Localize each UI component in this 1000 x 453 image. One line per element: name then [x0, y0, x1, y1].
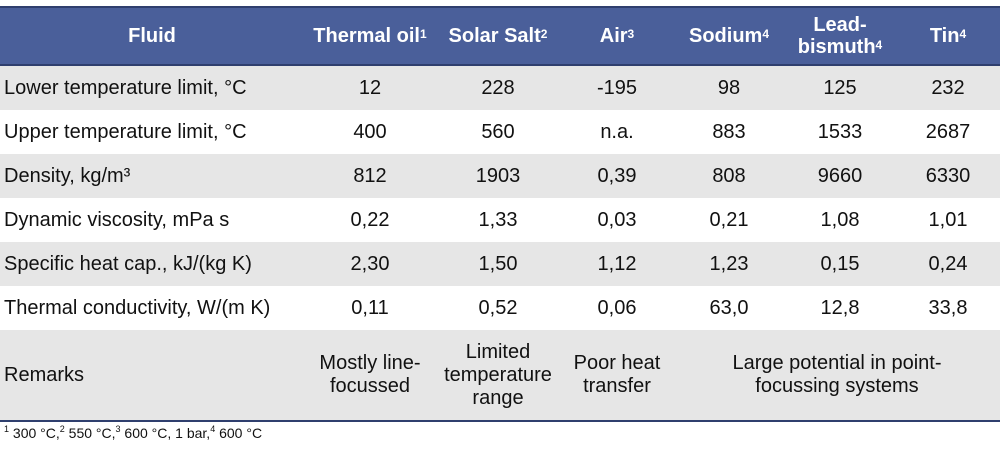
- table-cell: 812: [304, 154, 436, 198]
- table-cell: 1,01: [896, 198, 1000, 242]
- table-cell: 9660: [784, 154, 896, 198]
- table-cell: 0,11: [304, 286, 436, 330]
- header-lead-bismuth: Lead-bismuth4: [784, 6, 896, 66]
- table-cell: 63,0: [674, 286, 784, 330]
- table-cell: 0,06: [560, 286, 674, 330]
- table-cell: 33,8: [896, 286, 1000, 330]
- table-cell: 6330: [896, 154, 1000, 198]
- header-air: Air3: [560, 6, 674, 66]
- table-cell: 0,39: [560, 154, 674, 198]
- table-cell: 1,23: [674, 242, 784, 286]
- header-fluid: Fluid: [0, 6, 304, 66]
- fluid-properties-table: Fluid Thermal oil1 Solar Salt2 Air3 Sodi…: [0, 6, 1000, 422]
- remark-thermal-oil: Mostly line-focussed: [304, 330, 436, 422]
- table-row: Specific heat cap., kJ/(kg K) 2,30 1,50 …: [0, 242, 1000, 286]
- table-cell: 0,22: [304, 198, 436, 242]
- row-label: Dynamic viscosity, mPa s: [0, 198, 304, 242]
- table-row: Thermal conductivity, W/(m K) 0,11 0,52 …: [0, 286, 1000, 330]
- table-cell: 228: [436, 65, 560, 110]
- row-label: Density, kg/m³: [0, 154, 304, 198]
- table-cell: 0,21: [674, 198, 784, 242]
- table-cell: 0,15: [784, 242, 896, 286]
- footnote: 1 300 °C,2 550 °C,3 600 °C, 1 bar,4 600 …: [4, 424, 263, 441]
- table-cell: 2687: [896, 110, 1000, 154]
- table-cell: n.a.: [560, 110, 674, 154]
- table-cell: 1,08: [784, 198, 896, 242]
- header-thermal-oil: Thermal oil1: [304, 6, 436, 66]
- table-cell: 1533: [784, 110, 896, 154]
- table-cell: 1,50: [436, 242, 560, 286]
- row-label: Thermal conductivity, W/(m K): [0, 286, 304, 330]
- table-cell: 1903: [436, 154, 560, 198]
- table-cell: 1,33: [436, 198, 560, 242]
- header-tin: Tin4: [896, 6, 1000, 66]
- table-cell: -195: [560, 65, 674, 110]
- table-cell: 98: [674, 65, 784, 110]
- table-cell: 560: [436, 110, 560, 154]
- remark-air: Poor heat transfer: [560, 330, 674, 422]
- table-cell: 883: [674, 110, 784, 154]
- table-cell: 2,30: [304, 242, 436, 286]
- row-label: Remarks: [0, 330, 304, 422]
- table-row: Lower temperature limit, °C 12 228 -195 …: [0, 65, 1000, 110]
- table-cell: 400: [304, 110, 436, 154]
- table-cell: 12,8: [784, 286, 896, 330]
- header-sodium: Sodium4: [674, 6, 784, 66]
- remark-liquid-metals: Large potential in point-focussing syste…: [674, 330, 1000, 422]
- table-cell: 125: [784, 65, 896, 110]
- remark-solar-salt: Limited temperature range: [436, 330, 560, 422]
- row-label: Specific heat cap., kJ/(kg K): [0, 242, 304, 286]
- table-row: Dynamic viscosity, mPa s 0,22 1,33 0,03 …: [0, 198, 1000, 242]
- table-row: Density, kg/m³ 812 1903 0,39 808 9660 63…: [0, 154, 1000, 198]
- table-cell: 0,24: [896, 242, 1000, 286]
- row-label: Lower temperature limit, °C: [0, 65, 304, 110]
- table-header-row: Fluid Thermal oil1 Solar Salt2 Air3 Sodi…: [0, 6, 1000, 66]
- table-cell: 232: [896, 65, 1000, 110]
- header-solar-salt: Solar Salt2: [436, 6, 560, 66]
- table-cell: 808: [674, 154, 784, 198]
- row-label: Upper temperature limit, °C: [0, 110, 304, 154]
- table-row: Upper temperature limit, °C 400 560 n.a.…: [0, 110, 1000, 154]
- table-cell: 0,52: [436, 286, 560, 330]
- table-cell: 0,03: [560, 198, 674, 242]
- remarks-row: Remarks Mostly line-focussed Limited temp…: [0, 330, 1000, 422]
- table-cell: 12: [304, 65, 436, 110]
- table-cell: 1,12: [560, 242, 674, 286]
